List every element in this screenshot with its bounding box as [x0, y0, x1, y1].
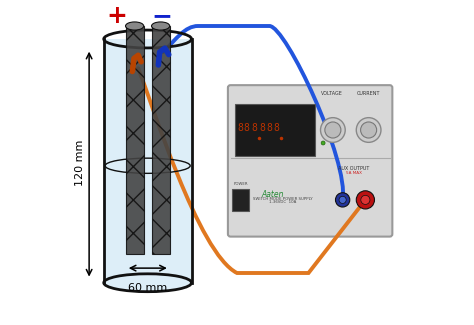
Circle shape	[361, 122, 377, 138]
Text: POWER: POWER	[234, 182, 248, 186]
Ellipse shape	[152, 22, 170, 30]
Text: AUX OUTPUT: AUX OUTPUT	[338, 166, 370, 171]
Text: SWITCH MODE POWER SUPPLY: SWITCH MODE POWER SUPPLY	[253, 197, 312, 201]
Bar	[152, 26, 170, 254]
Circle shape	[320, 118, 345, 142]
Bar	[126, 26, 144, 254]
Ellipse shape	[126, 22, 144, 30]
Text: 8: 8	[237, 124, 243, 133]
Text: Aaten: Aaten	[262, 190, 284, 199]
Text: 8: 8	[266, 124, 273, 133]
Circle shape	[361, 195, 370, 204]
Text: VOLTAGE: VOLTAGE	[321, 91, 343, 96]
Circle shape	[356, 191, 374, 209]
Text: 8: 8	[251, 124, 257, 133]
Polygon shape	[104, 39, 191, 283]
Bar	[232, 189, 249, 211]
Text: 1-36VDC  10A: 1-36VDC 10A	[269, 200, 296, 204]
Circle shape	[356, 118, 381, 142]
Bar	[236, 104, 315, 156]
FancyBboxPatch shape	[228, 85, 392, 237]
Text: +: +	[106, 4, 127, 28]
Text: CURRENT: CURRENT	[357, 91, 380, 96]
Ellipse shape	[104, 274, 191, 292]
Circle shape	[336, 193, 350, 207]
Text: 8: 8	[259, 124, 265, 133]
Circle shape	[321, 141, 325, 145]
Text: −: −	[151, 4, 172, 28]
Text: 120 mm: 120 mm	[75, 139, 85, 186]
Text: 8: 8	[273, 124, 280, 133]
Text: 5A MAX: 5A MAX	[346, 172, 362, 176]
Text: 8: 8	[244, 124, 250, 133]
Text: 60 mm: 60 mm	[128, 283, 167, 292]
Circle shape	[325, 122, 341, 138]
Circle shape	[339, 196, 346, 203]
